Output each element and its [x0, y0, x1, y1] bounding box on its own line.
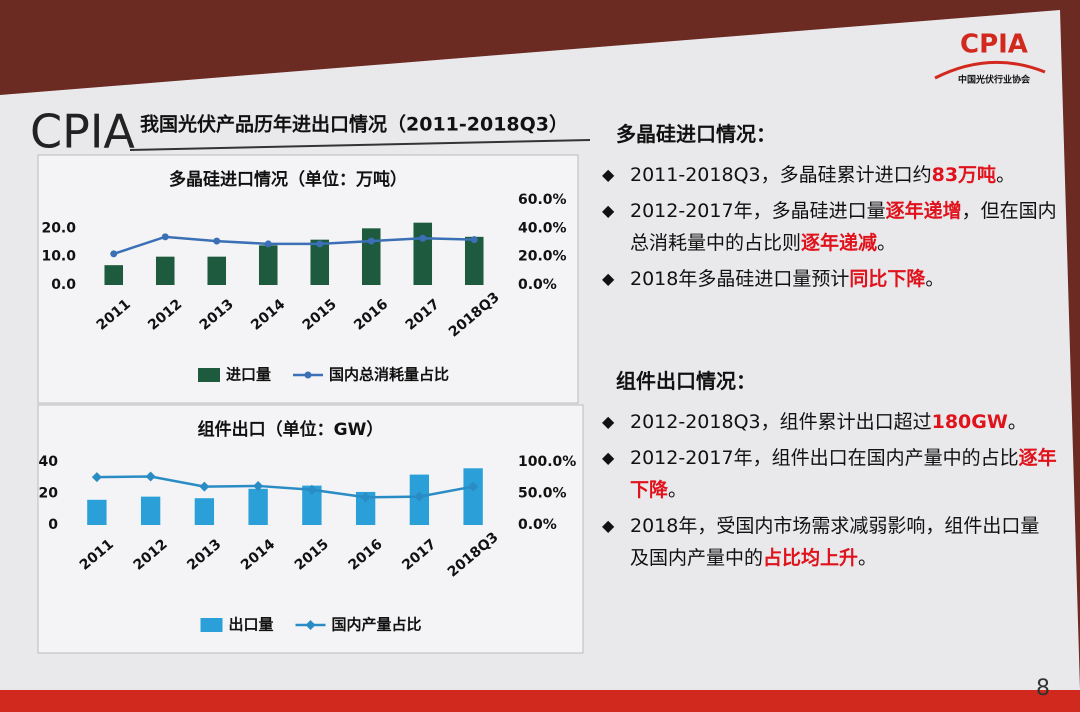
bullet-text: ，但在国内总消耗量中的占比则 [630, 200, 1057, 254]
bullet: 2012-2018Q3，组件累计出口超过180GW。 [598, 406, 1058, 438]
y-tick-label: 0.0 [51, 277, 76, 293]
bar [258, 245, 278, 285]
line-marker [316, 240, 324, 248]
line-marker [367, 237, 375, 245]
y-tick-label: 40 [39, 454, 59, 470]
bullet-text: 。 [877, 232, 897, 254]
y2-tick-label: 0.0% [518, 277, 557, 293]
bar [140, 496, 161, 525]
legend-marker [305, 620, 316, 630]
line-marker [213, 237, 221, 245]
page-number: 8 [1036, 676, 1050, 701]
bar [302, 485, 322, 525]
legend-label: 进口量 [226, 366, 271, 384]
bullet-text: 。 [1007, 411, 1027, 433]
line-marker [470, 236, 478, 244]
chart-panel [37, 154, 579, 404]
org-swoosh [934, 60, 1046, 80]
line-marker [419, 234, 427, 242]
emphasis-text: 逐年下降 [630, 447, 1057, 501]
section: 多晶硅进口情况：2011-2018Q3，多晶硅累计进口约83万吨。2012-20… [598, 118, 1058, 295]
bar [155, 256, 175, 285]
legend-label: 出口量 [229, 616, 274, 634]
bullet: 2018年，受国内市场需求减弱影响，组件出口量及国内产量中的占比均上升。 [598, 510, 1058, 574]
bar [248, 488, 268, 525]
line-marker [199, 481, 210, 492]
bar [464, 236, 484, 285]
legend-swatch [200, 618, 223, 632]
bar [194, 498, 215, 525]
line [96, 475, 474, 499]
bullet-text: 。 [858, 547, 878, 569]
bar [310, 239, 330, 285]
bullet: 2012-2017年，组件出口在国内产量中的占比逐年下降。 [598, 442, 1058, 506]
bar [413, 222, 433, 285]
y-tick-label: 0 [48, 517, 58, 533]
legend-swatch [198, 368, 220, 382]
bar [87, 499, 107, 525]
bar [207, 256, 227, 285]
y-tick-label: 20.0 [41, 220, 76, 236]
line-marker [360, 492, 371, 503]
y2-tick-label: 100.0% [518, 454, 576, 470]
bullet-text: 2012-2017年，多晶硅进口量 [630, 200, 886, 222]
y2-tick-label: 40.0% [518, 220, 567, 236]
bullet-text: 2011-2018Q3，多晶硅累计进口约 [630, 164, 932, 186]
chart-title: 组件出口（单位：GW） [198, 419, 384, 440]
line-marker [110, 250, 118, 258]
bullet-text: 2012-2017年，组件出口在国内产量中的占比 [630, 447, 1019, 469]
line-marker [414, 491, 425, 502]
emphasis-text: 83万吨 [931, 164, 997, 186]
y2-tick-label: 60.0% [518, 192, 567, 208]
bar [104, 265, 124, 285]
emphasis-text: 同比下降 [849, 268, 926, 290]
chart-panel [37, 404, 584, 654]
legend-label: 国内产量占比 [332, 616, 422, 634]
bullet: 2018年多晶硅进口量预计同比下降。 [598, 263, 1058, 295]
emphasis-text: 占比均上升 [763, 547, 859, 569]
line-marker [253, 480, 264, 491]
logo: CPIA [30, 105, 135, 159]
line-marker [91, 472, 102, 483]
section: 组件出口情况：2012-2018Q3，组件累计出口超过180GW。2012-20… [598, 365, 1058, 574]
bullet-text: 。 [925, 268, 945, 290]
y-tick-label: 10.0 [41, 249, 76, 265]
bullet-text: 2018年，受国内市场需求减弱影响，组件出口量及国内产量中的 [630, 515, 1040, 569]
bar [463, 468, 483, 525]
bullet-text: 2012-2018Q3，组件累计出口超过 [630, 411, 932, 433]
slide-title: 我国光伏产品历年进出口情况（2011-2018Q3） [140, 113, 568, 136]
emphasis-text: 逐年递减 [801, 232, 878, 254]
line-marker [264, 240, 272, 248]
legend-marker [304, 371, 312, 379]
line-marker [468, 481, 479, 492]
bullet: 2011-2018Q3，多晶硅累计进口约83万吨。 [598, 159, 1058, 191]
org-name: 中国光伏行业协会 [958, 74, 1031, 86]
title-rule [129, 139, 591, 151]
bullet-text: 。 [668, 479, 688, 501]
y2-tick-label: 0.0% [518, 517, 557, 533]
bullet-text: 。 [996, 164, 1016, 186]
y-tick-label: 20 [39, 486, 59, 502]
bar [355, 491, 376, 525]
chart-title: 多晶硅进口情况（单位：万吨） [169, 169, 407, 190]
emphasis-text: 逐年递增 [885, 200, 962, 222]
bar [361, 228, 381, 285]
section-heading: 多晶硅进口情况： [616, 122, 776, 146]
line [113, 235, 475, 256]
line-marker [306, 484, 317, 495]
y2-tick-label: 50.0% [518, 486, 567, 502]
legend-label: 国内总消耗量占比 [329, 366, 449, 384]
line-marker [161, 233, 169, 241]
bullet: 2012-2017年，多晶硅进口量逐年递增，但在国内总消耗量中的占比则逐年递减。 [598, 195, 1058, 259]
org-logo: CPIA [960, 30, 1028, 60]
y2-tick-label: 20.0% [518, 249, 567, 265]
line-marker [145, 471, 156, 482]
bullet-text: 2018年多晶硅进口量预计 [630, 268, 850, 290]
text-panel: 多晶硅进口情况：2011-2018Q3，多晶硅累计进口约83万吨。2012-20… [598, 118, 1058, 644]
emphasis-text: 180GW [931, 411, 1008, 433]
bottom-strip [0, 690, 1080, 712]
section-heading: 组件出口情况： [616, 369, 756, 393]
